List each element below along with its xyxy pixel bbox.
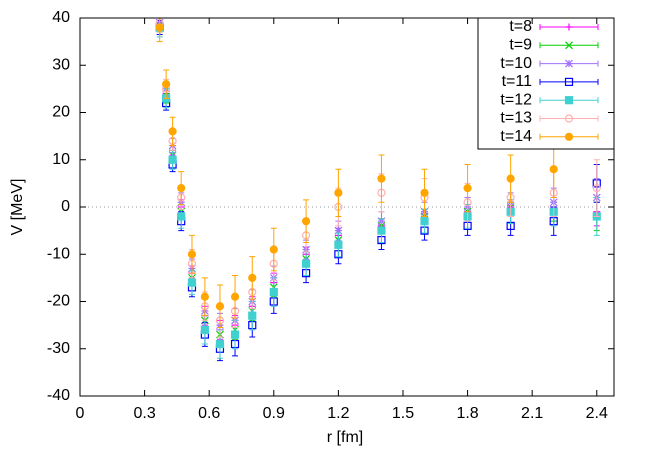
marker [230, 292, 240, 301]
marker [463, 184, 472, 193]
legend-label: t=13 [500, 110, 532, 127]
marker [564, 114, 574, 123]
x-tick-label: 1.2 [327, 405, 349, 422]
marker [177, 212, 186, 221]
marker [301, 259, 311, 268]
marker [377, 174, 386, 183]
x-tick-label: 1.5 [392, 405, 414, 422]
marker [549, 165, 558, 174]
marker [269, 245, 278, 254]
marker [420, 217, 429, 226]
y-tick-label: -20 [47, 293, 70, 310]
marker [215, 339, 225, 349]
marker [420, 188, 429, 197]
y-tick-label: 10 [52, 151, 70, 168]
marker [177, 184, 186, 193]
marker [564, 77, 574, 87]
y-axis-label: V [MeV] [9, 179, 26, 236]
marker [168, 155, 177, 164]
legend-box [477, 17, 615, 150]
y-tick-label: -30 [47, 340, 70, 357]
x-tick-label: 0 [76, 405, 85, 422]
x-tick-label: 2.4 [586, 405, 608, 422]
plot-area [80, 18, 614, 362]
marker [565, 41, 573, 50]
marker [269, 287, 278, 297]
marker [248, 273, 257, 282]
marker [564, 96, 574, 105]
x-tick-label: 0.3 [133, 405, 155, 422]
legend-label: t=12 [500, 91, 532, 108]
legend-swatch [539, 78, 599, 85]
legend-label: t=14 [500, 128, 532, 145]
x-tick-label: 2.1 [521, 405, 543, 422]
y-tick-label: 20 [52, 104, 70, 121]
marker [187, 250, 197, 259]
marker [565, 23, 573, 31]
legend-label: t=10 [500, 55, 532, 72]
marker [334, 226, 343, 235]
marker [334, 188, 343, 197]
y-tick-label: 30 [52, 56, 70, 73]
y-tick-label: -10 [47, 245, 70, 262]
x-axis-label: r [fm] [327, 429, 363, 446]
marker [162, 80, 171, 89]
marker [187, 278, 197, 287]
marker [230, 330, 240, 339]
marker [301, 217, 311, 226]
x-tick-label: 0.6 [198, 405, 220, 422]
legend-label: t=8 [509, 18, 532, 35]
marker [200, 292, 209, 301]
y-tick-label: 0 [61, 198, 70, 215]
marker [506, 174, 515, 183]
marker [248, 311, 257, 320]
y-tick-label: 40 [52, 9, 70, 26]
x-tick-label: 1.8 [456, 405, 478, 422]
legend-swatch [539, 115, 599, 122]
marker [565, 59, 573, 68]
marker [155, 23, 164, 32]
marker [377, 226, 386, 235]
error-bar [593, 159, 600, 217]
marker [215, 302, 225, 311]
marker [168, 127, 177, 136]
marker [564, 132, 574, 141]
x-tick-label: 0.9 [263, 405, 285, 422]
marker [592, 184, 601, 193]
legend-label: t=9 [509, 37, 532, 54]
marker [334, 240, 343, 249]
legend-label: t=11 [502, 73, 533, 90]
marker [200, 325, 209, 334]
y-tick-label: -40 [47, 387, 70, 404]
